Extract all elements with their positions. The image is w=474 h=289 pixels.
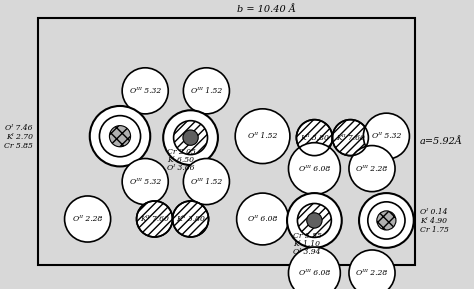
Circle shape xyxy=(173,121,208,155)
Text: Oᴵᴵᴵ 6.08: Oᴵᴵᴵ 6.08 xyxy=(299,165,330,173)
Circle shape xyxy=(349,250,395,289)
Text: Oᴵ 7.46: Oᴵ 7.46 xyxy=(6,124,33,132)
Circle shape xyxy=(183,68,229,114)
Circle shape xyxy=(359,193,414,248)
Circle shape xyxy=(298,203,331,237)
Circle shape xyxy=(368,202,405,239)
Circle shape xyxy=(289,143,340,194)
Circle shape xyxy=(377,211,396,230)
Text: Oᴵ 0.14: Oᴵ 0.14 xyxy=(420,208,447,216)
Text: Kᴵᴵ 3.80: Kᴵᴵ 3.80 xyxy=(176,215,205,223)
Text: Oᴵᴵᴵ 6.08: Oᴵᴵᴵ 6.08 xyxy=(299,269,330,277)
Text: Oᴵᴵ 2.28: Oᴵᴵ 2.28 xyxy=(73,215,102,223)
Circle shape xyxy=(307,213,322,228)
Text: Oᴵᴵᴵ 1.52: Oᴵᴵᴵ 1.52 xyxy=(191,87,222,95)
Circle shape xyxy=(137,201,173,237)
Text: Kᴵ 2.70: Kᴵ 2.70 xyxy=(6,133,33,141)
Text: b = 10.40 Å: b = 10.40 Å xyxy=(237,5,296,14)
Text: Cr 2.05: Cr 2.05 xyxy=(167,149,196,156)
Circle shape xyxy=(183,159,229,205)
Circle shape xyxy=(109,126,130,147)
Text: Oᴵ 3.66: Oᴵ 3.66 xyxy=(167,164,194,173)
Circle shape xyxy=(163,110,218,165)
Text: Kᴵᴵ 7.60: Kᴵᴵ 7.60 xyxy=(336,134,365,142)
Circle shape xyxy=(122,159,168,205)
Circle shape xyxy=(90,106,150,166)
Circle shape xyxy=(64,196,110,242)
Circle shape xyxy=(173,201,209,237)
Circle shape xyxy=(100,116,141,157)
Text: Oᴵᴵᴵ 5.32: Oᴵᴵᴵ 5.32 xyxy=(129,87,161,95)
Text: Oᴵᴵᴵ 2.28: Oᴵᴵᴵ 2.28 xyxy=(356,165,388,173)
Text: Kᴵ 1.10: Kᴵ 1.10 xyxy=(293,240,320,248)
Circle shape xyxy=(364,113,410,159)
Circle shape xyxy=(122,68,168,114)
Circle shape xyxy=(332,120,368,156)
Text: Oᴵᴵᴵ 1.52: Oᴵᴵᴵ 1.52 xyxy=(191,177,222,186)
Text: Oᴵᴵᴵ 2.28: Oᴵᴵᴵ 2.28 xyxy=(356,269,388,277)
Text: Oᴵᴵ 6.08: Oᴵᴵ 6.08 xyxy=(248,215,277,223)
Text: Cr 1.75: Cr 1.75 xyxy=(420,227,449,234)
Text: Oᴵᴵᴵ 5.32: Oᴵᴵᴵ 5.32 xyxy=(129,177,161,186)
Text: Kᴵ 4.90: Kᴵ 4.90 xyxy=(420,217,447,225)
Text: Oᴵᴵ 1.52: Oᴵᴵ 1.52 xyxy=(248,132,277,140)
Circle shape xyxy=(183,130,198,145)
Circle shape xyxy=(349,146,395,192)
Circle shape xyxy=(235,109,290,164)
Text: Cr 5.85: Cr 5.85 xyxy=(4,142,33,150)
Text: Oᴵ 3.94: Oᴵ 3.94 xyxy=(293,248,320,256)
Circle shape xyxy=(237,193,289,245)
Bar xyxy=(38,18,415,265)
Text: Kᴵᴵ 7.60: Kᴵᴵ 7.60 xyxy=(140,215,169,223)
Circle shape xyxy=(287,193,342,248)
Text: Cr 5.55: Cr 5.55 xyxy=(293,232,322,240)
Text: Oᴵᴵ 5.32: Oᴵᴵ 5.32 xyxy=(372,132,401,140)
Text: Kᴵ 6.50: Kᴵ 6.50 xyxy=(167,156,194,164)
Text: a=5.92Å: a=5.92Å xyxy=(420,137,463,146)
Circle shape xyxy=(289,247,340,289)
Text: Kᴵᴵ 3.80: Kᴵᴵ 3.80 xyxy=(300,134,329,142)
Circle shape xyxy=(296,120,332,156)
